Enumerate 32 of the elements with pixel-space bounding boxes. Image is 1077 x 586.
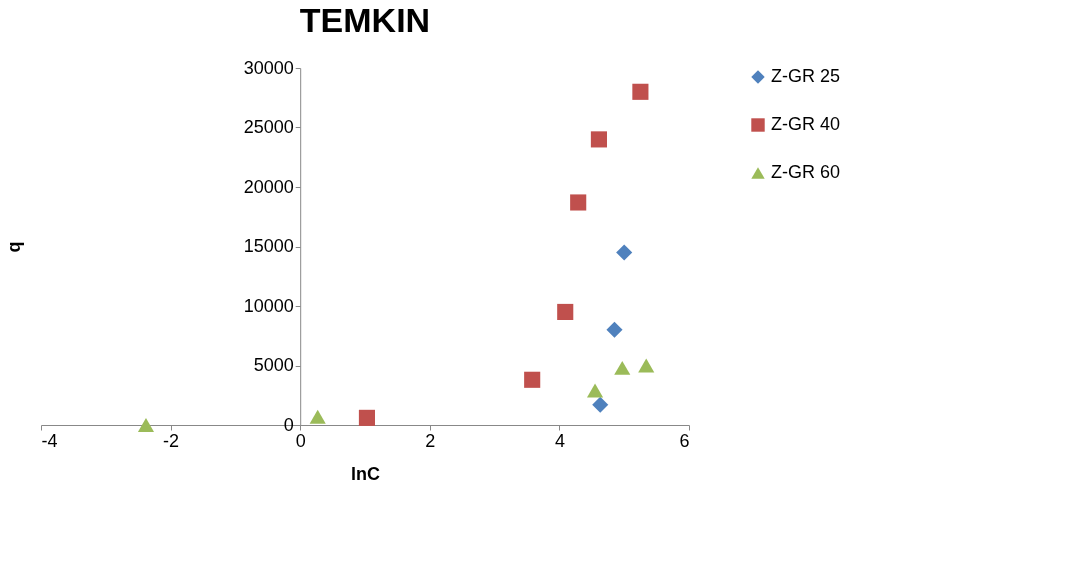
point xyxy=(606,321,623,338)
point xyxy=(358,409,376,426)
x-tick-label: -4 xyxy=(41,430,58,451)
legend-label: Z-GR 40 xyxy=(771,114,841,134)
point xyxy=(590,131,607,148)
point xyxy=(616,244,633,261)
point xyxy=(570,194,587,211)
point xyxy=(524,371,541,388)
legend-label: Z-GR 60 xyxy=(771,162,841,182)
y-tick-label: 10000 xyxy=(243,295,294,316)
point xyxy=(632,83,649,100)
point xyxy=(557,303,574,321)
point xyxy=(137,418,155,432)
point xyxy=(638,358,655,373)
y-tick-label: 0 xyxy=(283,414,294,435)
y-tick-label: 30000 xyxy=(243,57,294,78)
y-tick-label: 20000 xyxy=(243,176,294,197)
y-tick-label: 15000 xyxy=(243,236,294,256)
x-tick-label: 2 xyxy=(425,430,436,451)
x-tick-label: 6 xyxy=(679,430,690,451)
point xyxy=(614,360,631,375)
point xyxy=(586,383,604,398)
y-tick-label: 5000 xyxy=(253,355,294,375)
y-tick-label: 25000 xyxy=(243,117,294,137)
chart-title: TEMKIN xyxy=(299,1,431,39)
x-tick-label: 4 xyxy=(554,430,565,451)
legend-label: Z-GR 25 xyxy=(771,66,841,86)
x-tick-label: -2 xyxy=(163,430,180,451)
y-axis-title: q xyxy=(3,241,24,253)
point xyxy=(592,396,609,413)
point xyxy=(309,409,326,424)
x-axis-title: lnC xyxy=(351,463,380,484)
